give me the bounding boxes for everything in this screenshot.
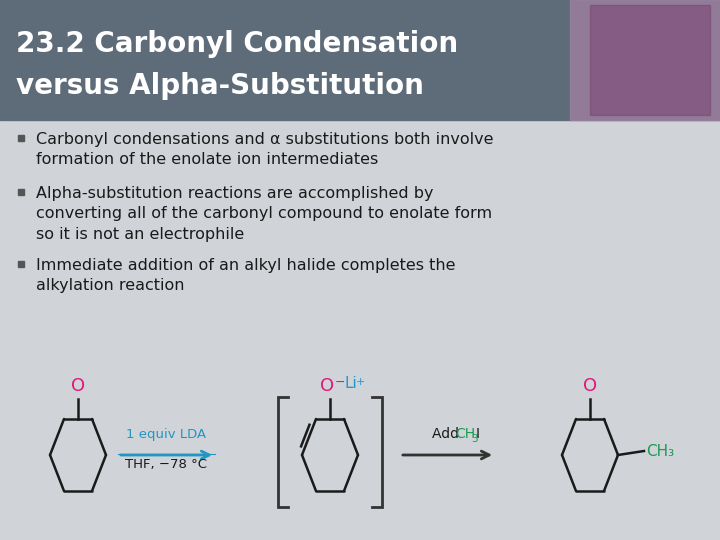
Bar bbox=[18, 135, 24, 141]
Text: THF, −78 °C: THF, −78 °C bbox=[125, 458, 207, 471]
Bar bbox=[590, 5, 710, 115]
Text: Add: Add bbox=[432, 427, 464, 441]
Text: versus Alpha-Substitution: versus Alpha-Substitution bbox=[16, 72, 424, 100]
Text: −: − bbox=[335, 376, 346, 389]
Bar bbox=[0, 0, 720, 120]
Text: O: O bbox=[320, 377, 334, 395]
Text: O: O bbox=[583, 377, 597, 395]
Bar bbox=[570, 0, 720, 120]
Text: Li: Li bbox=[344, 376, 356, 391]
Text: 1 equiv LDA: 1 equiv LDA bbox=[126, 428, 206, 441]
Bar bbox=[18, 189, 24, 195]
Text: Alpha-substitution reactions are accomplished by
converting all of the carbonyl : Alpha-substitution reactions are accompl… bbox=[36, 186, 492, 242]
Text: Immediate addition of an alkyl halide completes the
alkylation reaction: Immediate addition of an alkyl halide co… bbox=[36, 258, 456, 293]
Text: CH₃: CH₃ bbox=[646, 443, 674, 458]
Text: CH: CH bbox=[455, 427, 475, 441]
Text: +: + bbox=[356, 377, 365, 387]
Text: 3: 3 bbox=[471, 434, 477, 444]
Bar bbox=[18, 261, 24, 267]
Text: O: O bbox=[71, 377, 85, 395]
Text: I: I bbox=[476, 427, 480, 441]
Text: Carbonyl condensations and α substitutions both involve
formation of the enolate: Carbonyl condensations and α substitutio… bbox=[36, 132, 493, 167]
Text: 23.2 Carbonyl Condensation: 23.2 Carbonyl Condensation bbox=[16, 30, 458, 58]
